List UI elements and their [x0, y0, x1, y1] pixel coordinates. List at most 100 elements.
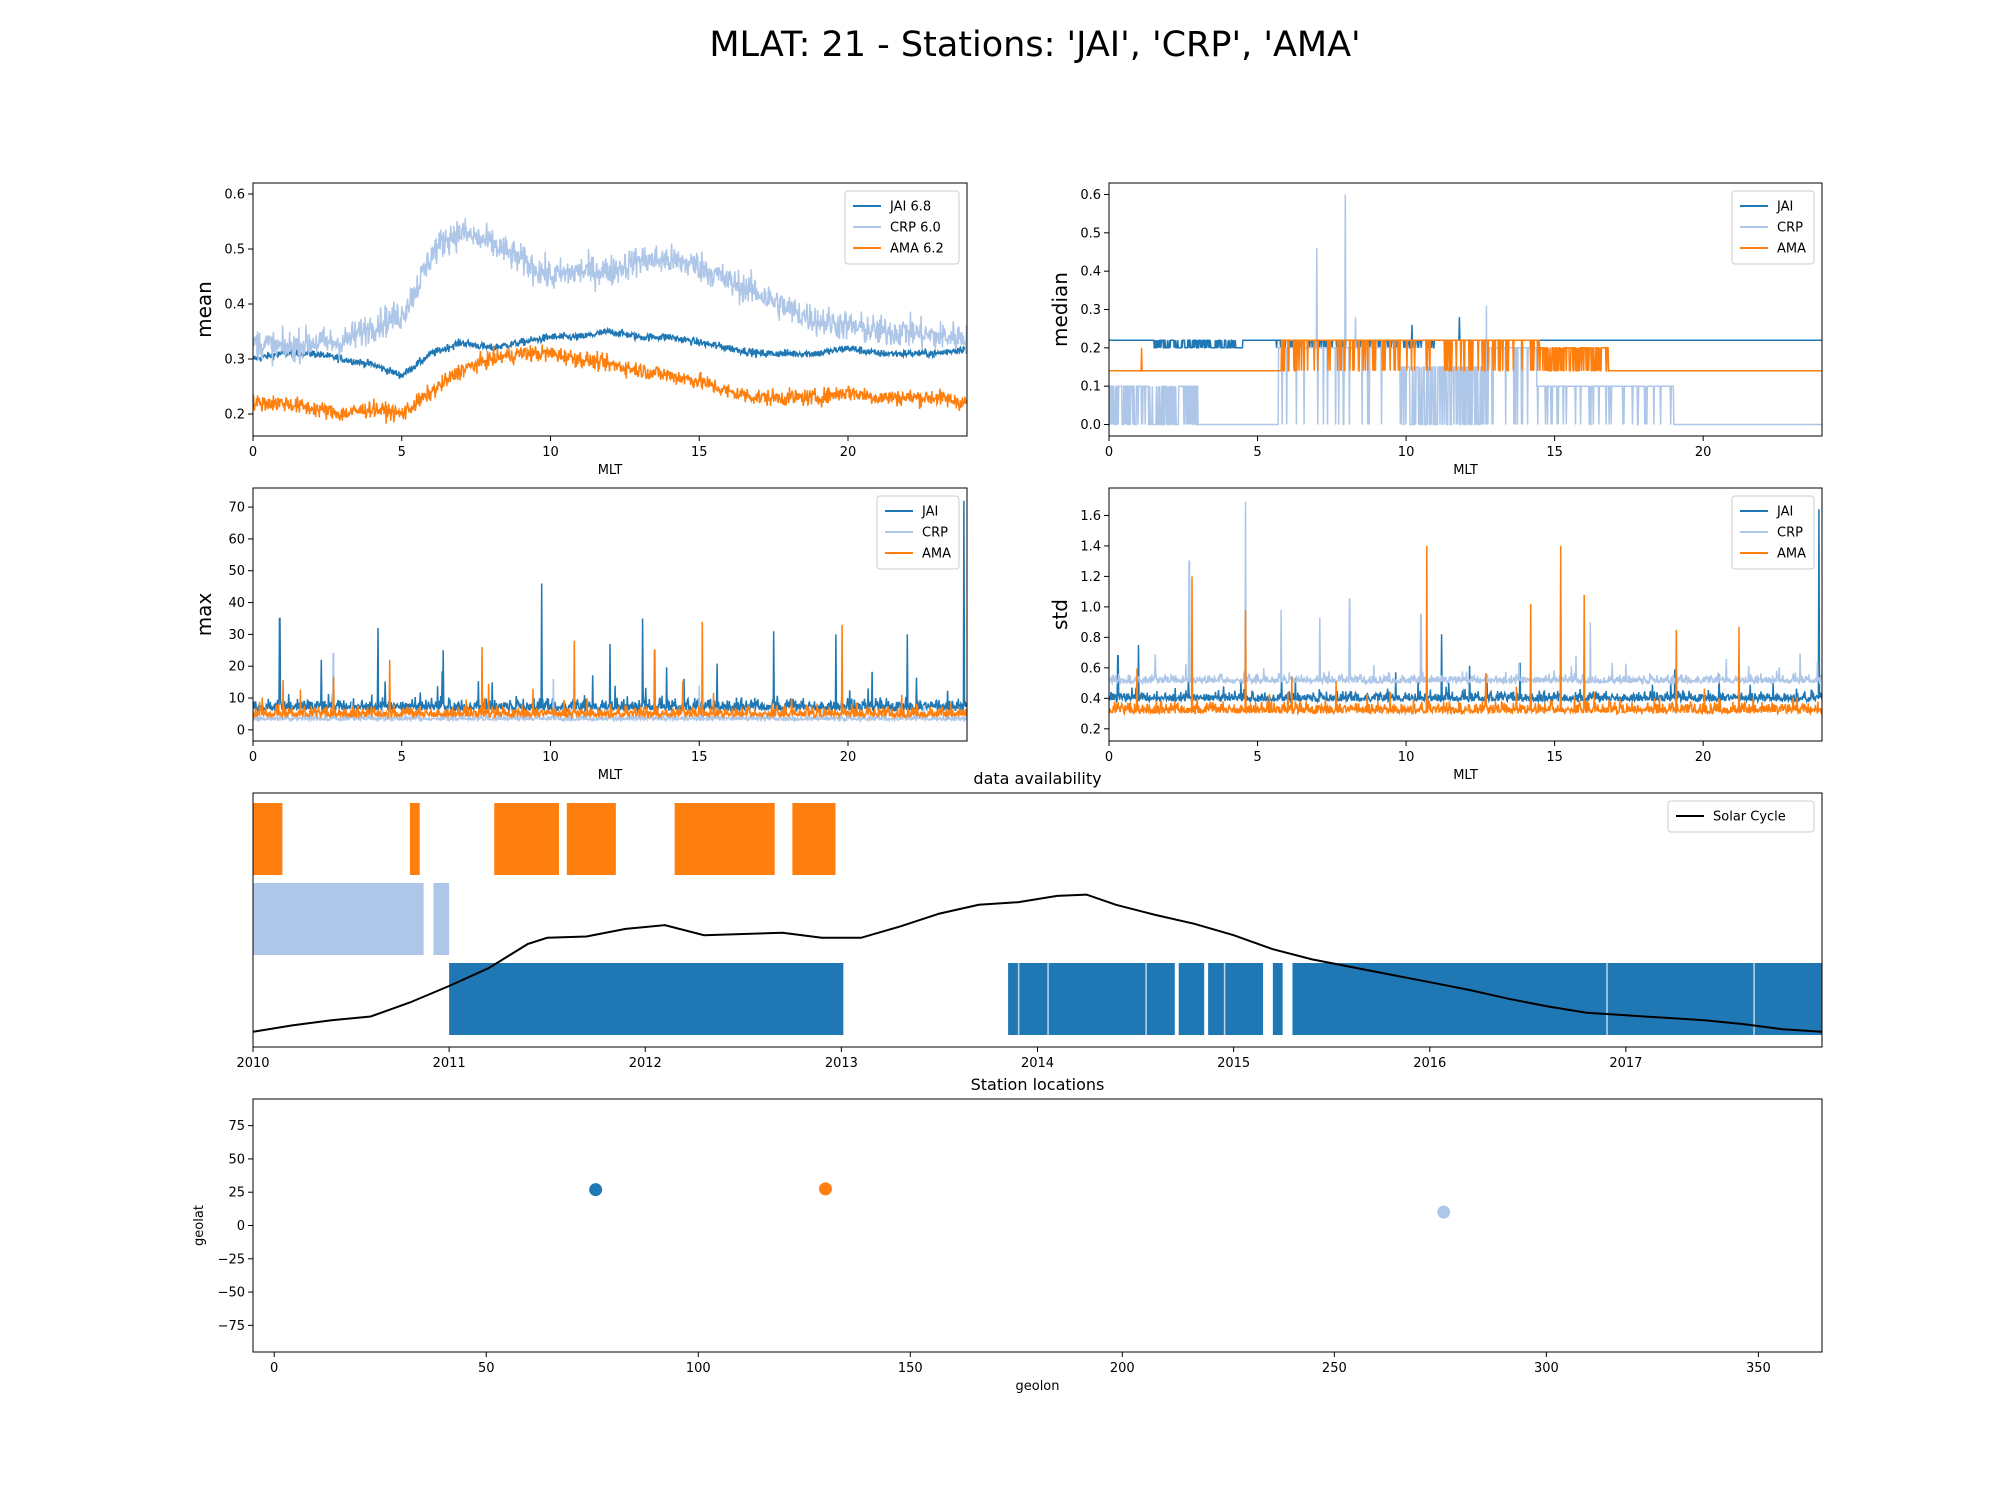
x-tick-label: 0	[1105, 445, 1113, 460]
series-line-JAI	[1109, 509, 1822, 705]
x-tick-label: 15	[1546, 445, 1563, 460]
y-tick-label: 0.2	[224, 408, 245, 423]
legend-entry: JAI	[921, 505, 938, 520]
y-tick-label: 0.0	[1080, 418, 1101, 433]
x-tick-label: 2012	[629, 1056, 662, 1071]
plot-area-mean	[253, 218, 967, 424]
series-line-AMA	[1109, 545, 1822, 717]
y-tick-label: 40	[228, 596, 245, 611]
x-tick-label: 150	[898, 1361, 923, 1376]
availability-bar-JAI	[449, 963, 844, 1035]
x-tick-label: 350	[1746, 1361, 1771, 1376]
y-tick-label: 0.6	[1080, 188, 1101, 203]
x-tick-label: 5	[1253, 750, 1261, 765]
availability-bar-JAI	[1008, 963, 1175, 1035]
x-tick-label: 0	[249, 445, 257, 460]
y-tick-label: 0.2	[1080, 341, 1101, 356]
x-tick-label: 5	[1253, 445, 1261, 460]
legend-entry: AMA	[922, 547, 951, 562]
x-tick-label: 100	[686, 1361, 711, 1376]
legend-entry: JAI 6.8	[889, 200, 931, 215]
y-tick-label: 1.6	[1080, 509, 1101, 524]
plot-area-std	[1109, 501, 1822, 717]
y-axis-label: median	[1048, 272, 1072, 347]
availability-bar-JAI	[1208, 963, 1264, 1035]
y-tick-label: 1.4	[1080, 539, 1101, 554]
panels-group: 0 5 10 15 20 0.2 0.3 0.4 0.5 0.6 MLT mean JAI 6.8 CRP…	[192, 182, 1823, 1394]
series-line-CRP	[1109, 194, 1822, 426]
x-axis-label: geolon	[1015, 1379, 1059, 1394]
availability-bar-AMA	[494, 803, 559, 875]
x-tick-label: 0	[249, 750, 257, 765]
x-tick-label: 5	[398, 750, 406, 765]
legend: JAI CRP AMA	[1731, 190, 1815, 265]
plot-area-locations	[589, 1182, 1451, 1219]
x-tick-label: 15	[691, 445, 708, 460]
axes-median: 0 5 10 15 20 0.0 0.1 0.2 0.3 0.4 0.5 0.6 MLT median JA…	[1048, 182, 1823, 478]
y-axis-label: max	[192, 593, 216, 637]
x-tick-label: 10	[1398, 750, 1415, 765]
y-tick-label: 25	[228, 1186, 245, 1201]
legend-box	[1667, 800, 1815, 833]
figure-suptitle: MLAT: 21 - Stations: 'JAI', 'CRP', 'AMA'	[709, 25, 1360, 65]
y-tick-label: −50	[218, 1286, 245, 1301]
series-line-AMA	[253, 621, 967, 720]
y-tick-label: 10	[228, 692, 245, 707]
y-tick-label: 1.2	[1080, 570, 1101, 585]
axes-availability: 2010 2011 2012 2013 2014 2015 2016 2017 data ava…	[236, 769, 1823, 1071]
availability-bar-AMA	[253, 803, 283, 875]
y-tick-label: 1.0	[1080, 600, 1101, 615]
y-axis-label: geolat	[192, 1205, 207, 1246]
x-tick-label: 0	[1105, 750, 1113, 765]
y-tick-label: 0.4	[1080, 692, 1101, 707]
series-line-AMA	[253, 344, 967, 424]
series-line-CRP	[253, 218, 967, 367]
x-tick-label: 20	[1695, 445, 1712, 460]
plot-area-median	[1109, 194, 1822, 426]
x-tick-label: 2017	[1609, 1056, 1642, 1071]
x-tick-label: 2016	[1413, 1056, 1446, 1071]
y-tick-label: 0.8	[1080, 631, 1101, 646]
x-tick-label: 10	[542, 445, 559, 460]
legend: JAI CRP AMA	[876, 495, 960, 570]
y-tick-label: −75	[218, 1319, 245, 1334]
x-tick-label: 300	[1534, 1361, 1559, 1376]
station-point-CRP	[1437, 1205, 1451, 1219]
x-tick-label: 20	[840, 445, 857, 460]
plot-area-max	[253, 500, 967, 724]
series-line-JAI	[253, 326, 967, 379]
axes-locations: 0 50 100 150 200 250 300 3507550250−25−50−75geo…	[192, 1075, 1823, 1394]
x-tick-label: 2011	[433, 1056, 466, 1071]
x-tick-label: 2015	[1217, 1056, 1250, 1071]
x-tick-label: 2013	[825, 1056, 858, 1071]
legend-box	[844, 190, 960, 265]
y-tick-label: 20	[228, 660, 245, 675]
series-line-JAI	[253, 500, 967, 714]
y-tick-label: 50	[228, 564, 245, 579]
legend-entry: Solar Cycle	[1713, 810, 1786, 825]
x-tick-label: 10	[542, 750, 559, 765]
availability-bar-JAI	[1178, 963, 1205, 1035]
legend-entry: JAI	[1776, 505, 1793, 520]
axes-std: 0 5 10 15 20 0.2 0.4 0.6 0.8 1.0 1.2 1.4 1.6 MLT std JA…	[1048, 487, 1823, 783]
availability-bar-AMA	[409, 803, 420, 875]
availability-bar-JAI	[1272, 963, 1283, 1035]
availability-bar-CRP	[433, 883, 450, 955]
x-tick-label: 0	[270, 1361, 278, 1376]
availability-gap	[1606, 963, 1608, 1035]
availability-gap	[1047, 963, 1049, 1035]
x-tick-label: 15	[1546, 750, 1563, 765]
x-axis-label: MLT	[1453, 768, 1478, 783]
legend-entry: CRP	[1777, 526, 1803, 541]
y-tick-label: 70	[228, 501, 245, 516]
legend: Solar Cycle	[1667, 800, 1815, 833]
y-tick-label: 0.6	[1080, 661, 1101, 676]
y-tick-label: 0.5	[224, 243, 245, 258]
x-tick-label: 15	[691, 750, 708, 765]
axes-mean: 0 5 10 15 20 0.2 0.3 0.4 0.5 0.6 MLT mean JAI 6.8 CRP…	[192, 182, 968, 478]
legend-entry: JAI	[1776, 200, 1793, 215]
x-tick-label: 200	[1110, 1361, 1135, 1376]
legend-entry: CRP	[1777, 221, 1803, 236]
availability-gap	[1017, 963, 1020, 1035]
availability-bar-AMA	[792, 803, 836, 875]
